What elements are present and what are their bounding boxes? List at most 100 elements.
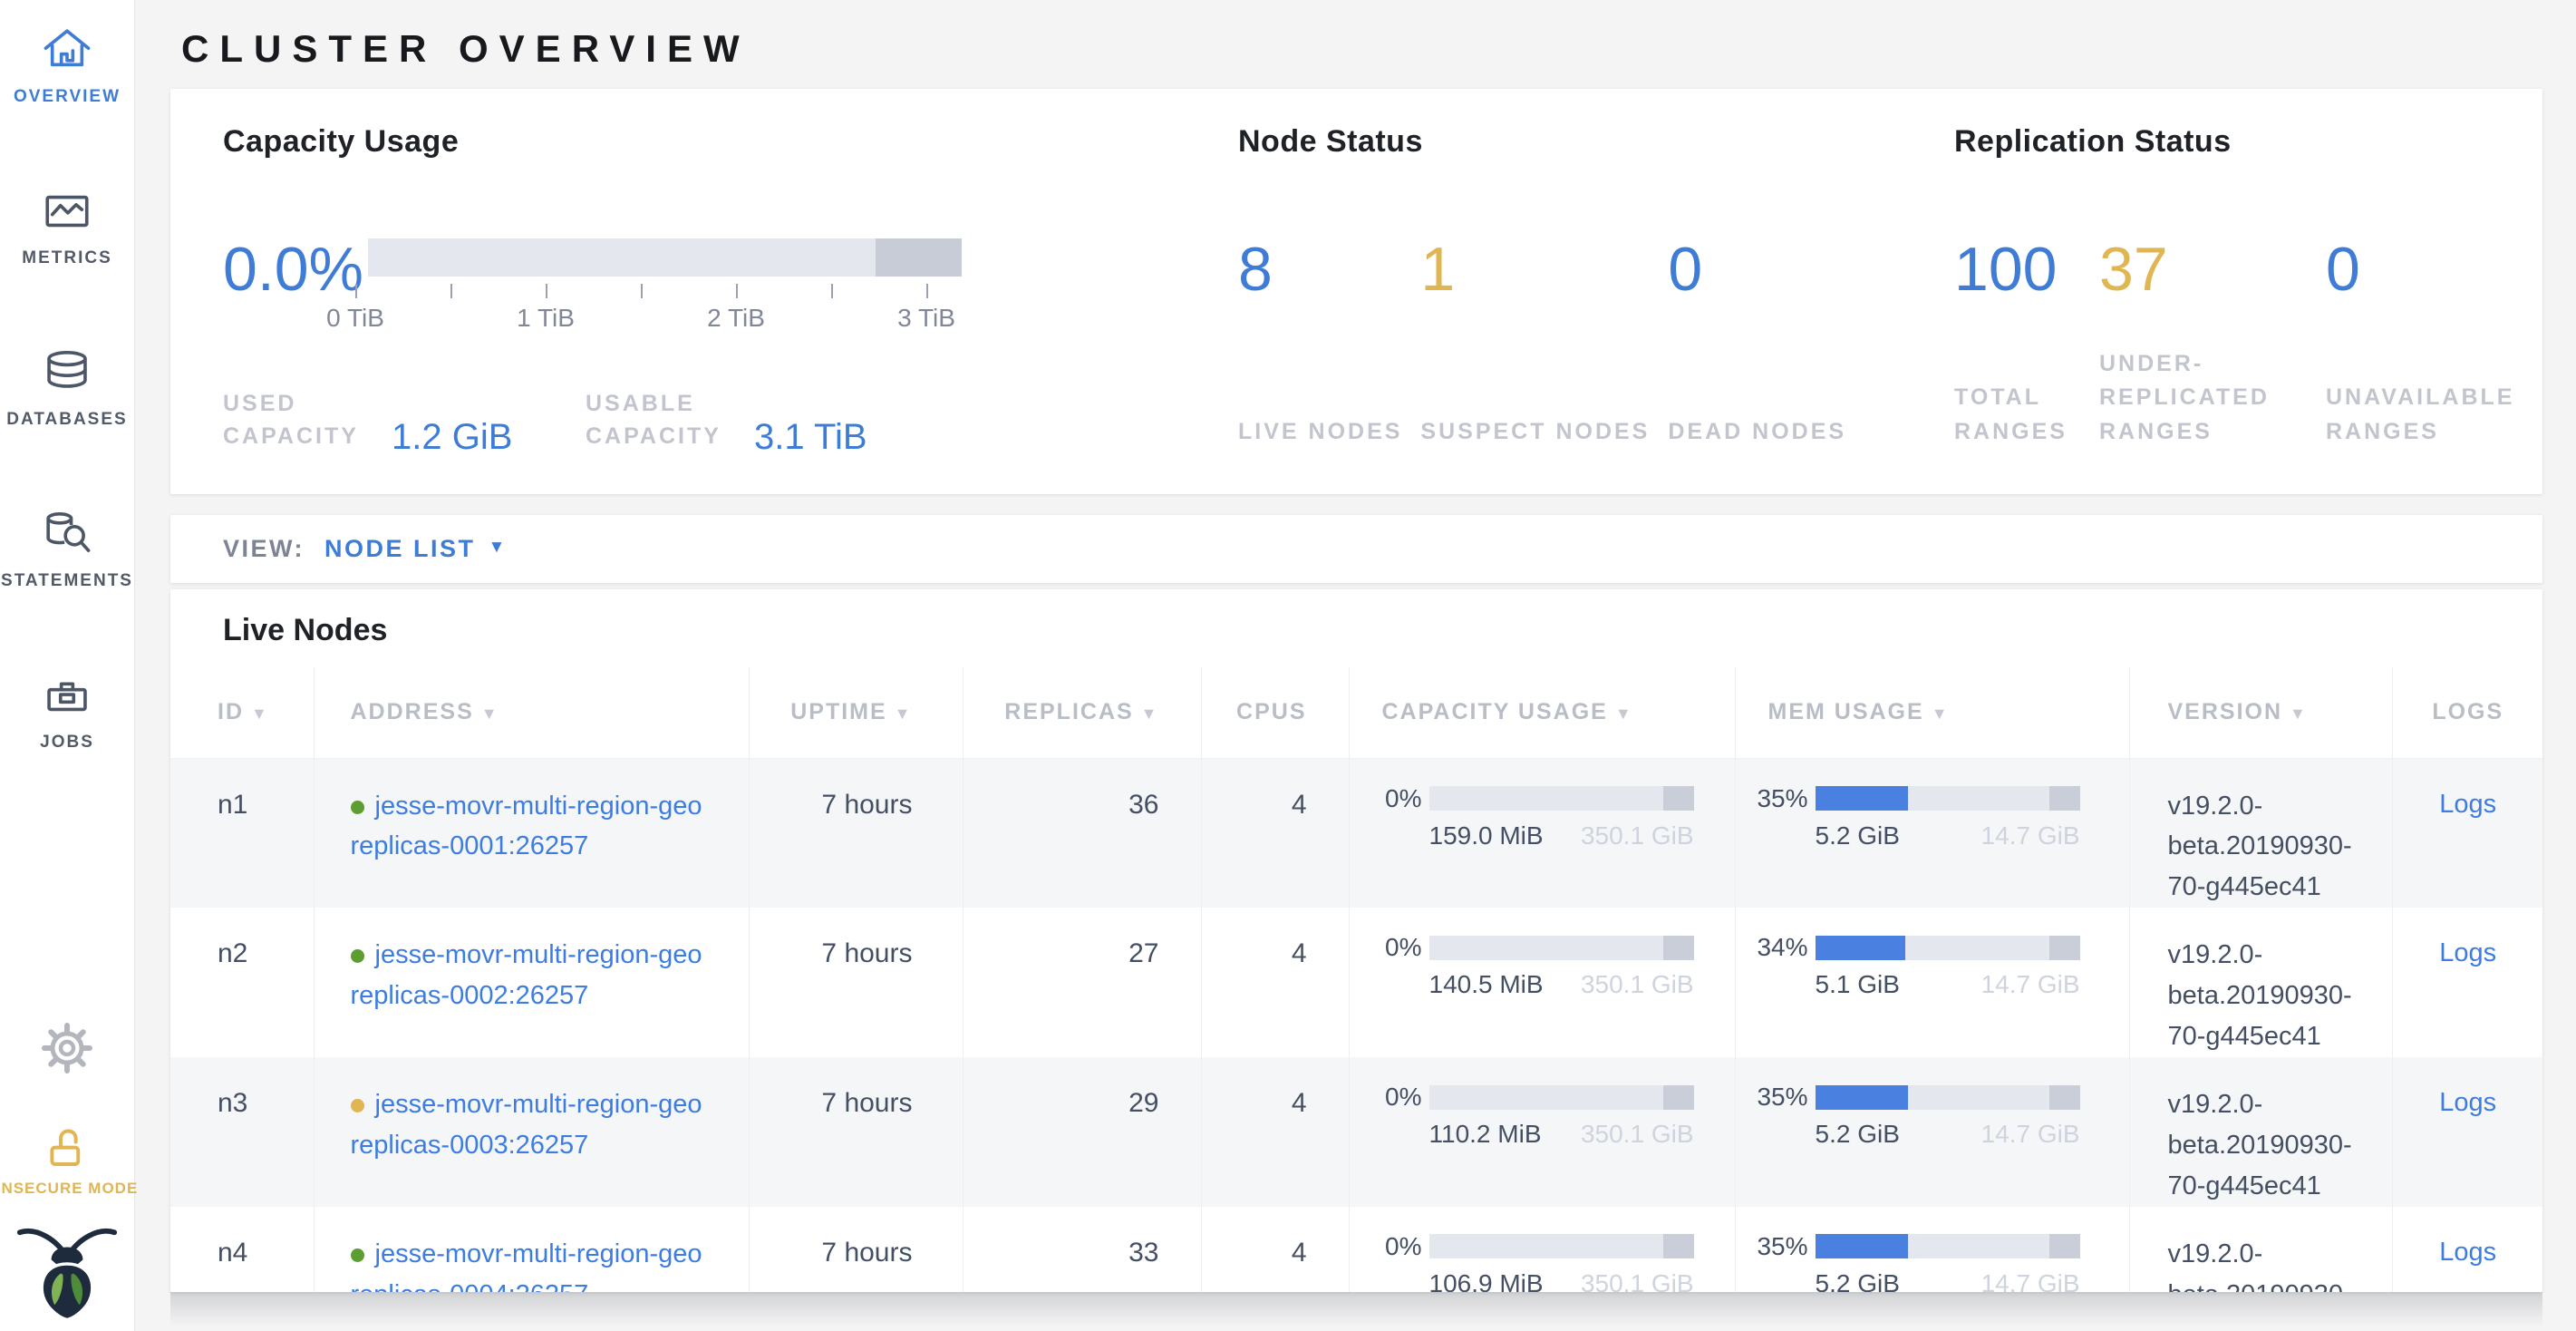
column-header-replicas[interactable]: REPLICAS ▼ (962, 667, 1201, 759)
node-cpus-cell: 4 (1200, 1206, 1349, 1292)
stat-value: 8 (1238, 235, 1273, 304)
capacity-axis-labels: 0 TiB 1 TiB 2 TiB 3 TiB (326, 304, 962, 333)
sidebar-item-label: STATEMENTS (1, 571, 133, 590)
capacity-used-value: 110.2 MiB (1428, 1120, 1542, 1149)
node-replicas-cell: 29 (962, 1057, 1201, 1207)
capacity-meter: 0% 159.0 MiB 350.1 GiB (1364, 784, 1735, 850)
stat-value: 100 (1954, 235, 2058, 304)
sidebar-item-statements[interactable]: STATEMENTS (1, 508, 133, 591)
node-version-cell: v19.2.0-beta.20190930-70-g445ec41 (2128, 758, 2392, 908)
replication-status-stat: 37 UNDER-REPLICATED RANGES (2099, 238, 2326, 449)
memory-bar-fill (1815, 1234, 1908, 1259)
stat-label: SUSPECT NODES (1420, 418, 1651, 444)
node-id-cell: n1 (218, 789, 248, 820)
memory-percent: 34% (1757, 933, 1808, 962)
used-capacity-label: USED CAPACITY (223, 391, 359, 450)
chevron-down-icon: ▼ (488, 537, 506, 557)
capacity-max-value: 350.1 GiB (1580, 970, 1694, 999)
view-selector[interactable]: VIEW: NODE LIST ▼ (170, 515, 2542, 583)
sidebar-item-databases[interactable]: DATABASES (6, 346, 127, 430)
memory-max-value: 14.7 GiB (1980, 821, 2080, 850)
node-id-cell: n3 (218, 1088, 248, 1119)
node-address-link[interactable]: jesse-movr-multi-region-geo replicas-000… (351, 1239, 702, 1292)
node-capacity-cell: 0% 110.2 MiB 350.1 GiB (1348, 1057, 1735, 1207)
node-status-dot (350, 1248, 364, 1262)
memory-meter: 35% 5.2 GiB 14.7 GiB (1750, 1232, 2129, 1292)
column-header-version[interactable]: VERSION ▼ (2128, 667, 2392, 759)
column-header-uptime[interactable]: UPTIME ▼ (748, 667, 963, 759)
node-address-link[interactable]: jesse-movr-multi-region-geo replicas-000… (350, 1090, 702, 1161)
logs-link[interactable]: Logs (2439, 938, 2497, 968)
sidebar-item-overview[interactable]: OVERVIEW (14, 24, 121, 107)
capacity-meter: 0% 140.5 MiB 350.1 GiB (1364, 933, 1735, 999)
node-address-cell: jesse-movr-multi-region-geo replicas-000… (313, 908, 749, 1058)
node-status-stat: 1 SUSPECT NODES (1420, 238, 1668, 449)
column-header-cpus: CPUS (1200, 667, 1349, 759)
sort-arrow-icon: ▼ (480, 704, 499, 724)
node-address-link[interactable]: jesse-movr-multi-region-geo replicas-000… (350, 940, 702, 1011)
sort-arrow-icon: ▼ (2290, 704, 2308, 724)
stat-label: DEAD NODES (1668, 418, 1847, 444)
column-header-address[interactable]: ADDRESS ▼ (313, 667, 749, 759)
sidebar-item-label: JOBS (40, 733, 94, 752)
databases-icon (47, 350, 87, 388)
capacity-used-value: 106.9 MiB (1428, 1268, 1544, 1292)
node-status-stat: 8 LIVE NODES (1238, 238, 1420, 449)
node-status-stats: 8 LIVE NODES 1 SUSPECT NODES 0 DEAD NODES (1238, 238, 1954, 449)
node-row-n1: n1 jesse-movr-multi-region-geo replicas-… (170, 758, 2542, 908)
table-header-row: ID ▼ ADDRESS ▼ UPTIME ▼ REPLICAS ▼ CPUS CAPA… (170, 667, 2542, 759)
memory-used-value: 5.2 GiB (1815, 821, 1900, 850)
capacity-max-value: 350.1 GiB (1580, 821, 1694, 850)
settings-button[interactable] (38, 1019, 96, 1082)
node-memory-cell: 35% 5.2 GiB 14.7 GiB (1734, 1057, 2129, 1207)
stat-value: 37 (2099, 235, 2168, 304)
sort-arrow-icon: ▼ (894, 704, 913, 724)
capacity-axis-ticks (355, 284, 962, 298)
stat-label: TOTAL RANGES (1954, 384, 2068, 444)
capacity-bar-track (1428, 935, 1694, 960)
logs-link[interactable]: Logs (2439, 1237, 2497, 1267)
cockroach-bug-icon (16, 1229, 118, 1322)
sidebar-item-jobs[interactable]: JOBS (38, 669, 96, 753)
node-status-title: Node Status (1238, 124, 1423, 159)
sidebar-item-label: METRICS (22, 248, 112, 267)
axis-tick (355, 284, 357, 298)
capacity-used-value: 159.0 MiB (1428, 821, 1544, 850)
node-logs-cell: Logs (2391, 1206, 2542, 1292)
sort-arrow-icon: ▼ (251, 704, 269, 724)
usable-capacity-stat: USABLE CAPACITY 3.1 TiB (586, 387, 867, 457)
memory-bar-track (1815, 935, 2080, 960)
memory-percent: 35% (1757, 783, 1808, 812)
memory-bar-reserved-segment (2048, 1234, 2080, 1259)
logs-link[interactable]: Logs (2439, 789, 2497, 819)
node-capacity-cell: 0% 140.5 MiB 350.1 GiB (1348, 908, 1735, 1058)
insecure-mode-indicator: INSECURE MODE (0, 1120, 138, 1198)
node-address-link[interactable]: jesse-movr-multi-region-geo replicas-000… (350, 791, 702, 861)
node-memory-cell: 35% 5.2 GiB 14.7 GiB (1734, 1206, 2129, 1292)
logs-link[interactable]: Logs (2439, 1088, 2497, 1118)
node-status-dot (350, 1099, 364, 1113)
capacity-percent: 0% (1385, 783, 1422, 812)
memory-meter: 35% 5.2 GiB 14.7 GiB (1750, 1083, 2129, 1149)
sidebar: OVERVIEW METRICS DATABASES STATEMENTS JO… (0, 0, 138, 1331)
usable-capacity-value: 3.1 TiB (754, 416, 867, 457)
column-header-mem-usage[interactable]: MEM USAGE ▼ (1734, 667, 2129, 759)
node-cpus-cell: 4 (1200, 758, 1349, 908)
node-memory-cell: 35% 5.2 GiB 14.7 GiB (1734, 758, 2129, 908)
node-row-n3: n3 jesse-movr-multi-region-geo replicas-… (170, 1057, 2542, 1207)
column-header-capacity-usage[interactable]: CAPACITY USAGE ▼ (1348, 667, 1735, 759)
sort-arrow-icon: ▼ (1140, 704, 1159, 724)
axis-tick (641, 284, 643, 298)
capacity-percent: 0% (1385, 933, 1422, 962)
node-uptime-cell: 7 hours (748, 758, 963, 908)
axis-tick (926, 284, 928, 298)
column-header-id[interactable]: ID ▼ (170, 667, 314, 759)
memory-used-value: 5.1 GiB (1815, 970, 1900, 999)
node-row-n2: n2 jesse-movr-multi-region-geo replicas-… (170, 908, 2542, 1058)
used-capacity-stat: USED CAPACITY 1.2 GiB (223, 387, 586, 457)
capacity-bar-track (1428, 786, 1694, 811)
capacity-bar-chart: 0 TiB 1 TiB 2 TiB 3 TiB (326, 238, 962, 333)
sidebar-item-metrics[interactable]: METRICS (22, 185, 112, 268)
view-selected-value[interactable]: NODE LIST (324, 535, 476, 562)
